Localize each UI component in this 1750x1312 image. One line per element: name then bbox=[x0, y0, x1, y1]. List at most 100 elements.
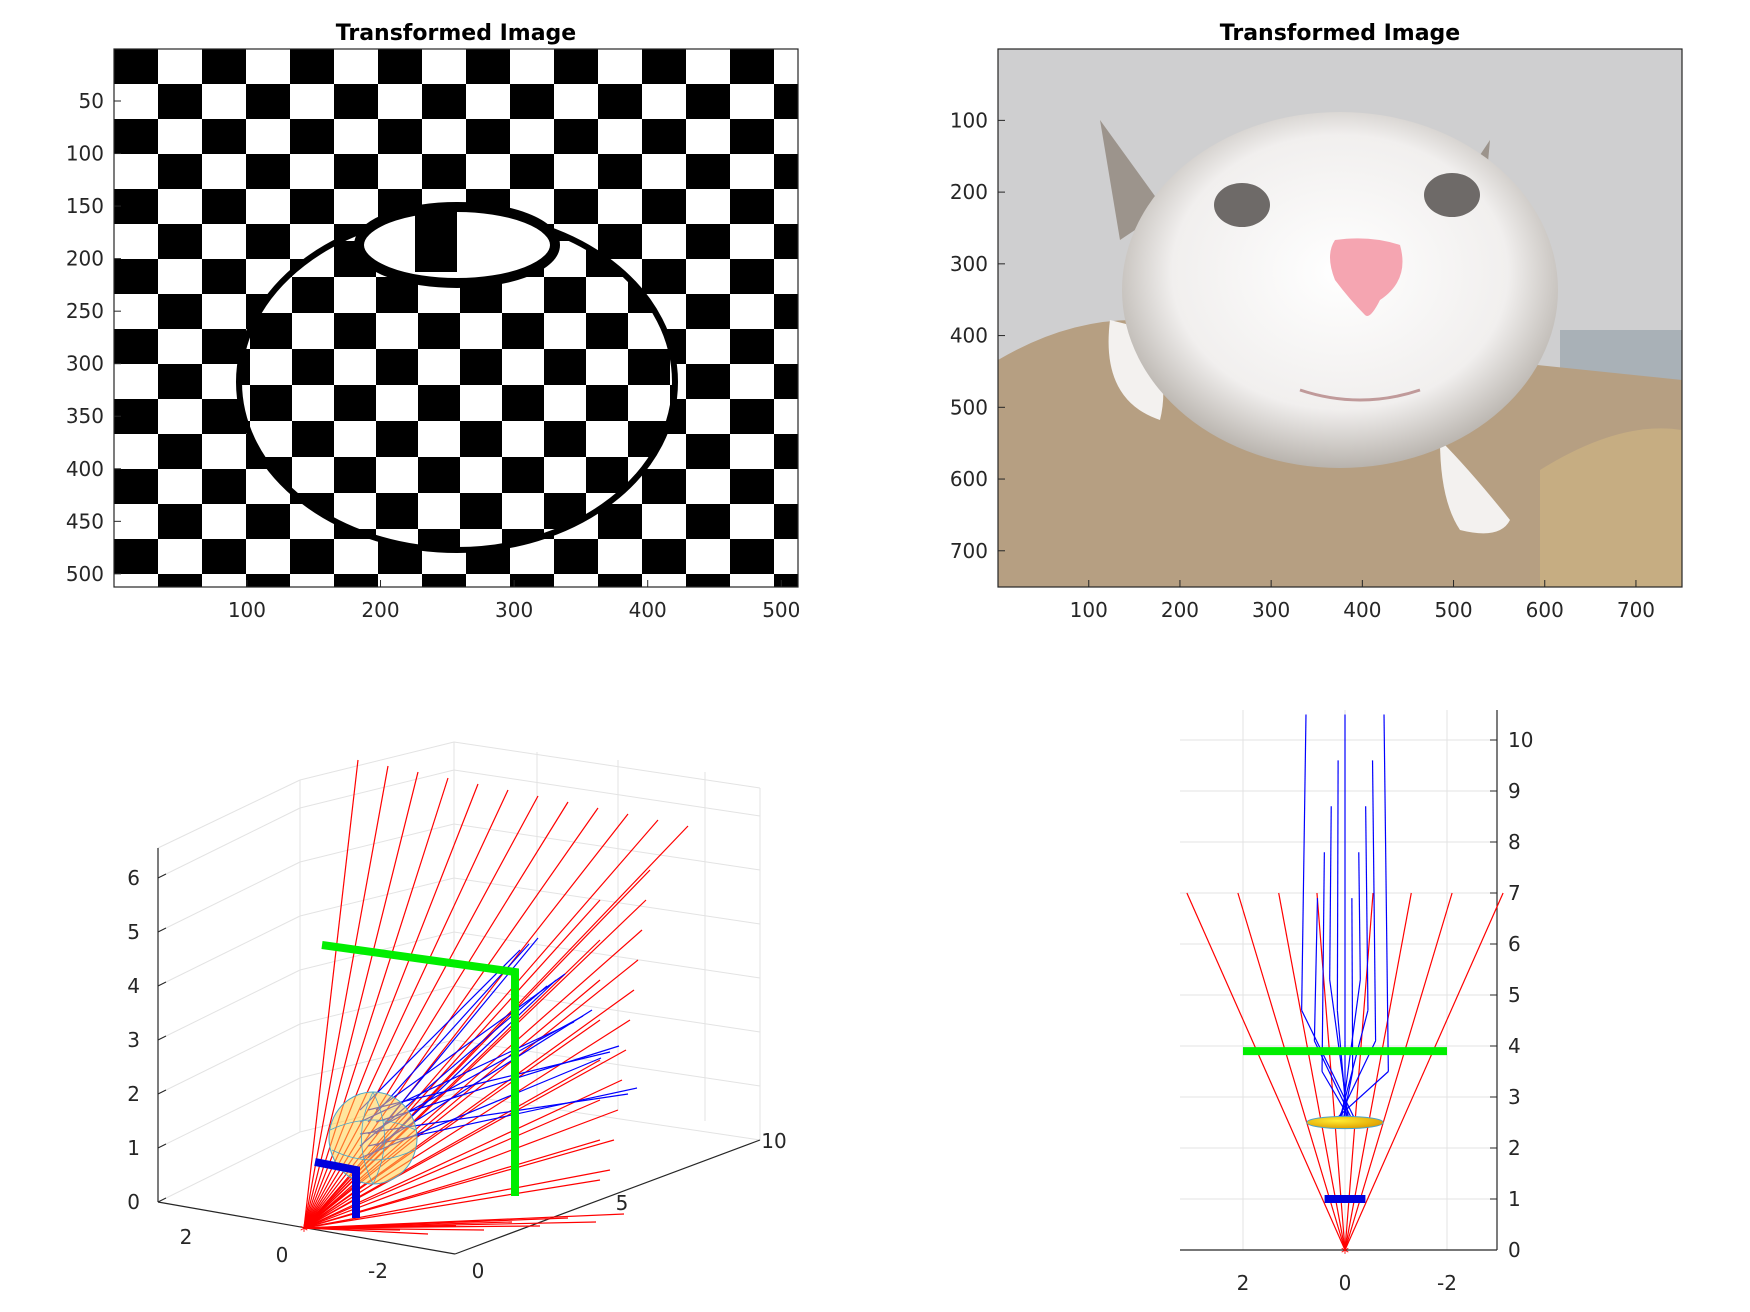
blue-ray-2d bbox=[1301, 714, 1307, 1011]
y-tick-label-1: 500 bbox=[66, 562, 104, 586]
y-tick-label-1: 450 bbox=[66, 509, 104, 533]
source-marker-3d: * bbox=[300, 1221, 308, 1240]
red-ray-2d bbox=[1344, 892, 1412, 1251]
x-tick-label-2: 700 bbox=[1617, 598, 1655, 622]
y-ticks-3d: 2 0 -2 bbox=[180, 1225, 388, 1283]
z-tick-mark-3d bbox=[157, 981, 167, 987]
series-blue-rays-2d bbox=[1301, 714, 1389, 1121]
blue-ray-2d bbox=[1351, 898, 1354, 1072]
blue-ray-2d bbox=[1371, 760, 1377, 1041]
y-ticks-2: 100 200 300 400 500 600 700 bbox=[950, 108, 1005, 563]
y-tick-label-2: 100 bbox=[950, 108, 988, 132]
y-tick-label-2d: 3 bbox=[1508, 1085, 1521, 1109]
x-ticks-2d: 2 0 -2 bbox=[1237, 1271, 1457, 1295]
panel-checkerboard: Transformed Image 50 100 150 200 250 300 350 40… bbox=[66, 21, 801, 622]
x-tick-label-3d: 0 bbox=[472, 1259, 485, 1283]
red-ray-2d bbox=[1344, 892, 1374, 1251]
x-tick-label-1: 300 bbox=[495, 598, 533, 622]
x-tick-label-3d: 5 bbox=[616, 1191, 629, 1215]
x-tick-label-2d: 0 bbox=[1339, 1271, 1352, 1295]
red-ray-2d bbox=[1278, 892, 1346, 1251]
panel-2d-rays: 0 1 2 3 4 5 6 7 8 9 10 2 0 -2 * bbox=[1180, 710, 1533, 1295]
x-tick-label-2d: 2 bbox=[1237, 1271, 1250, 1295]
blue-ray-3d bbox=[359, 949, 521, 1111]
blue-ray-2d bbox=[1313, 898, 1319, 1041]
y-tick-label-1: 200 bbox=[66, 247, 104, 271]
blue-ray-2d bbox=[1336, 760, 1339, 1011]
y-tick-label-1: 300 bbox=[66, 352, 104, 376]
lens-distortion bbox=[239, 214, 675, 550]
y-tick-label-2d: 4 bbox=[1508, 1034, 1521, 1058]
x-tick-label-1: 200 bbox=[361, 598, 399, 622]
red-ray-2d bbox=[1237, 892, 1346, 1251]
x-tick-label-2: 500 bbox=[1434, 598, 1472, 622]
x-tick-label-2d: -2 bbox=[1437, 1271, 1457, 1295]
z-tick-label-3d: 3 bbox=[127, 1028, 140, 1052]
cat-image bbox=[998, 49, 1682, 587]
panel-cat: Transformed Image 100200300400500600700 … bbox=[950, 21, 1683, 622]
z-tick-label-3d: 0 bbox=[127, 1190, 140, 1214]
y-tick-label-2: 600 bbox=[950, 467, 988, 491]
y-tick-label-2d: 2 bbox=[1508, 1136, 1521, 1160]
y-tick-label-2: 700 bbox=[950, 539, 988, 563]
z-tick-mark-3d bbox=[157, 1089, 167, 1095]
y-tick-label-2d: 1 bbox=[1508, 1187, 1521, 1211]
y-tick-label-1: 400 bbox=[66, 457, 104, 481]
red-ray-2d bbox=[1344, 892, 1504, 1251]
y-tick-label-1: 50 bbox=[79, 89, 104, 113]
y-tick-label-1: 150 bbox=[66, 194, 104, 218]
blue-ray-2d bbox=[1329, 806, 1332, 980]
image-plane-3d bbox=[321, 941, 519, 1196]
y-tick-label-2: 400 bbox=[950, 324, 988, 348]
lens-distortion bbox=[1122, 112, 1558, 468]
blue-ray-3d bbox=[375, 973, 566, 1111]
x-tick-label-2: 100 bbox=[1070, 598, 1108, 622]
x-tick-label-2: 600 bbox=[1526, 598, 1564, 622]
x-tick-label-1: 500 bbox=[762, 598, 800, 622]
y-tick-label-2: 200 bbox=[950, 180, 988, 204]
chart-title-2: Transformed Image bbox=[1220, 21, 1460, 46]
red-ray-3d bbox=[303, 777, 449, 1229]
x-tick-label-3d: 10 bbox=[761, 1129, 786, 1153]
x-tick-label-2: 400 bbox=[1343, 598, 1381, 622]
y-tick-label-2d: 9 bbox=[1508, 779, 1521, 803]
grid-3d bbox=[157, 741, 761, 1203]
lens-2d bbox=[1306, 1115, 1384, 1130]
red-ray-3d bbox=[303, 771, 419, 1229]
object-plane-3d bbox=[314, 1158, 360, 1218]
z-tick-mark-3d bbox=[157, 927, 167, 933]
x-tick-label-1: 100 bbox=[228, 598, 266, 622]
red-ray-3d bbox=[303, 1221, 597, 1229]
lens-sphere-3d bbox=[328, 1091, 418, 1185]
y-tick-label-1: 100 bbox=[66, 142, 104, 166]
x-tick-label-2: 300 bbox=[1252, 598, 1290, 622]
x-ticks-1: 100 200 300 400 500 bbox=[228, 580, 800, 622]
red-ray-3d bbox=[303, 1227, 429, 1235]
y-ticks-2d: 0 1 2 3 4 5 6 7 8 9 10 bbox=[1490, 728, 1533, 1262]
planes-2d: * bbox=[1243, 1047, 1447, 1262]
y-tick-label-2: 500 bbox=[950, 395, 988, 419]
x-ticks-2: 100 200 300 400 500 600 700 bbox=[1070, 580, 1655, 622]
y-tick-label-3d: 2 bbox=[180, 1225, 193, 1249]
blue-ray-2d bbox=[1358, 852, 1361, 980]
source-marker-2d: * bbox=[1341, 1243, 1349, 1262]
z-tick-mark-3d bbox=[157, 1197, 167, 1203]
y-tick-label-2d: 8 bbox=[1508, 830, 1521, 854]
y-tick-label-1: 350 bbox=[66, 404, 104, 428]
y-tick-label-2d: 7 bbox=[1508, 881, 1521, 905]
z-tick-label-3d: 2 bbox=[127, 1082, 140, 1106]
z-tick-label-3d: 5 bbox=[127, 920, 140, 944]
blue-ray-2d bbox=[1336, 1010, 1348, 1121]
blue-ray-2d bbox=[1383, 714, 1389, 1072]
blue-ray-2d bbox=[1365, 806, 1369, 1011]
blue-ray-2d bbox=[1321, 1071, 1351, 1121]
red-ray-2d bbox=[1186, 892, 1346, 1251]
z-tick-mark-3d bbox=[157, 1143, 167, 1149]
y-tick-label-2: 300 bbox=[950, 252, 988, 276]
y-tick-label-3d: 0 bbox=[276, 1243, 289, 1267]
z-tick-mark-3d bbox=[157, 1035, 167, 1041]
y-tick-label-2d: 10 bbox=[1508, 728, 1533, 752]
x-tick-label-2: 200 bbox=[1161, 598, 1199, 622]
y-tick-label-3d: -2 bbox=[368, 1259, 388, 1283]
